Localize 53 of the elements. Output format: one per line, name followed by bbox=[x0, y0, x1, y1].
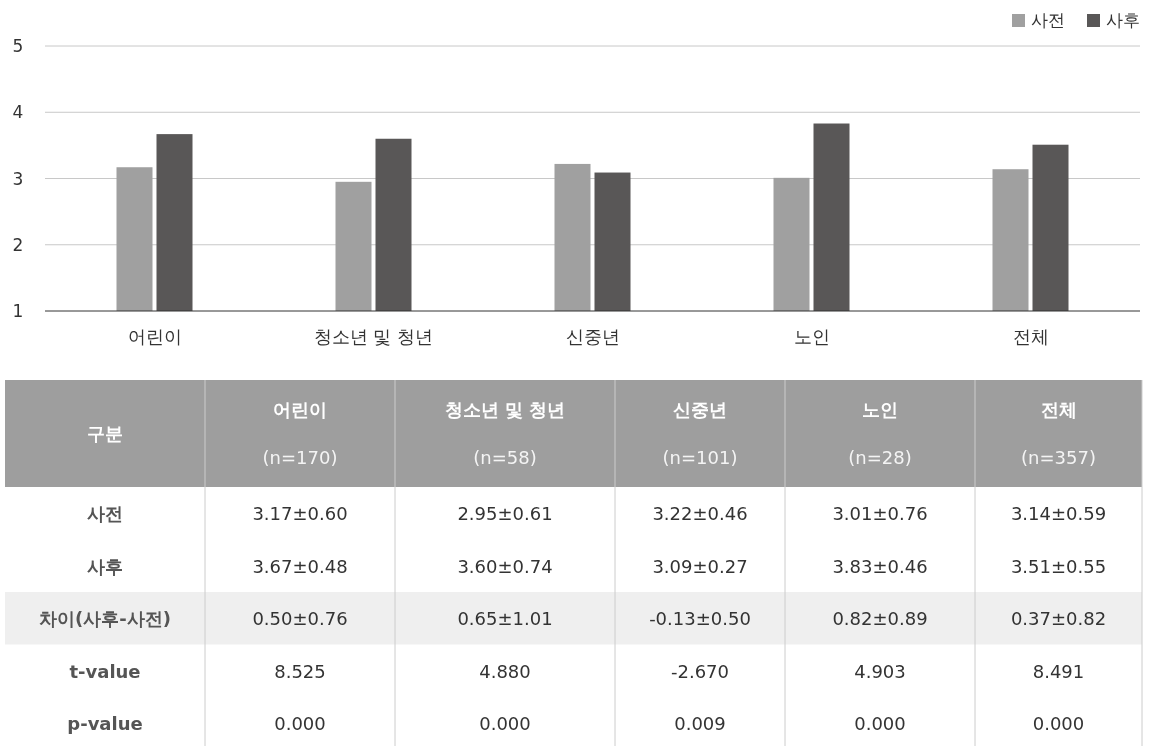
text: 차이(사후-사전) bbox=[39, 608, 171, 630]
text: 3.67±0.48 bbox=[252, 555, 348, 577]
text: 0.000 bbox=[479, 713, 531, 735]
text: 4.880 bbox=[479, 660, 531, 682]
category-label: 노인 bbox=[862, 399, 898, 420]
x-tick-label: 청소년 및 청년 bbox=[313, 326, 434, 347]
y-tick-label: 1 bbox=[12, 301, 24, 321]
legend-label: 사전 bbox=[1031, 10, 1065, 30]
y-tick-label: 4 bbox=[12, 102, 24, 123]
text: 3.22±0.46 bbox=[652, 503, 748, 525]
text: 0.37±0.82 bbox=[1010, 608, 1107, 630]
text: -2.670 bbox=[670, 660, 730, 682]
text: 사전 bbox=[87, 503, 123, 525]
text: 3.09±0.27 bbox=[652, 555, 748, 577]
category-label: 전체 bbox=[1040, 399, 1077, 420]
text: 0.000 bbox=[1032, 713, 1085, 735]
text: 3.14±0.59 bbox=[1010, 503, 1107, 525]
text: -0.13±0.50 bbox=[649, 608, 751, 630]
text: t-value bbox=[69, 660, 141, 682]
text: 0.000 bbox=[274, 713, 326, 735]
text: 0.50±0.76 bbox=[252, 608, 348, 630]
y-tick-label: 3 bbox=[12, 168, 24, 189]
x-tick-label: 신중년 bbox=[565, 326, 620, 347]
text: 사후 bbox=[87, 555, 123, 577]
category-label: 신중년 bbox=[673, 399, 727, 420]
text: 3.01±0.76 bbox=[832, 503, 928, 525]
text: 0.65±1.01 bbox=[457, 608, 553, 630]
category-label: 어린이 bbox=[273, 399, 327, 420]
text: (n=357) bbox=[1021, 447, 1096, 468]
text: 0.000 bbox=[854, 713, 906, 735]
text: 3.17±0.60 bbox=[252, 503, 348, 525]
text: 3.51±0.55 bbox=[1010, 555, 1107, 577]
text: 8.491 bbox=[1032, 660, 1085, 682]
text: 4.903 bbox=[854, 660, 906, 682]
text: (n=28) bbox=[848, 447, 912, 468]
text: (n=58) bbox=[473, 447, 537, 468]
y-tick-label: 5 bbox=[12, 36, 24, 56]
x-tick-label: 어린이 bbox=[127, 326, 182, 347]
text: (n=170) bbox=[262, 447, 338, 468]
text: 0.009 bbox=[674, 713, 726, 735]
text: (n=101) bbox=[662, 447, 738, 468]
x-tick-label: 노인 bbox=[793, 326, 830, 347]
text: 0.82±0.89 bbox=[832, 608, 928, 630]
y-tick-label: 2 bbox=[12, 234, 24, 255]
x-tick-label: 전체 bbox=[1012, 326, 1049, 347]
text: 3.60±0.74 bbox=[457, 555, 553, 577]
text: 3.83±0.46 bbox=[832, 555, 928, 577]
category-label: 청소년 및 청년 bbox=[444, 399, 566, 420]
text: 2.95±0.61 bbox=[457, 503, 553, 525]
text: 구분 bbox=[87, 422, 123, 444]
text: 8.525 bbox=[274, 660, 326, 682]
text: p-value bbox=[67, 713, 143, 735]
legend-label: 사후 bbox=[1106, 10, 1140, 30]
